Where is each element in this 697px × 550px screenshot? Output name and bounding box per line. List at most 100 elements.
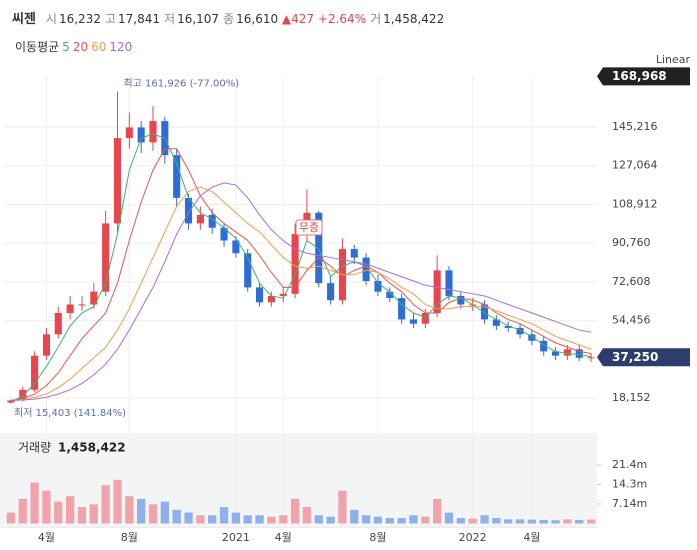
candle-body: [184, 197, 193, 224]
candle-body: [279, 293, 287, 296]
volume-title: 거래량: [18, 441, 51, 455]
event-box: [295, 219, 323, 236]
volume-bar: [77, 507, 87, 524]
candle-body: [575, 349, 583, 358]
candle-body: [125, 127, 133, 139]
volume-bar: [302, 507, 312, 524]
volume-bar: [160, 501, 169, 524]
candle-body: [42, 334, 50, 356]
price-badge: [597, 67, 690, 86]
candle-body: [421, 313, 429, 324]
volume-bar: [279, 515, 288, 524]
volume-bar: [314, 515, 323, 524]
candle-body: [374, 281, 382, 292]
ma-line: [10, 133, 592, 402]
volume-bar: [290, 498, 300, 524]
volume-bar: [515, 519, 525, 524]
field-label: 시: [45, 12, 57, 26]
volume-bar: [504, 519, 513, 524]
volume-bar: [113, 479, 122, 524]
y-tick-label: 18,152: [612, 391, 651, 404]
volume-bar: [18, 498, 27, 524]
volume-bar: [326, 516, 335, 524]
candle-body: [78, 304, 86, 306]
fields: 시 16,232 고 17,841 저 16,107 종 16,610: [42, 12, 278, 26]
y-tick-label: 145,216: [612, 120, 658, 133]
volume-bar: [444, 512, 454, 524]
y-tick-label: 54,456: [612, 314, 651, 327]
candle-body: [244, 253, 252, 288]
volume-bar: [492, 518, 501, 524]
volume-bar: [575, 519, 584, 524]
candle-body: [19, 389, 27, 401]
volume-bar: [468, 518, 477, 524]
volume-bar: [397, 518, 406, 524]
volume-bar: [255, 515, 264, 524]
candle-body: [480, 304, 489, 320]
candle-body: [66, 304, 74, 314]
volume: 1,458,422: [383, 12, 445, 26]
y-tick-label: 108,912: [612, 197, 658, 210]
volume-bar: [551, 520, 560, 524]
price-badge: [597, 348, 690, 367]
candle-body: [196, 214, 204, 224]
ma-line: [10, 182, 592, 401]
volume-bar: [267, 516, 276, 524]
volume-bar: [89, 504, 98, 524]
candle-body: [149, 121, 157, 143]
candle-body: [315, 212, 323, 284]
candle-body: [433, 270, 441, 314]
volume-bar: [421, 516, 430, 524]
field-value: 16,232: [58, 12, 101, 26]
candle-body: [445, 270, 453, 296]
x-tick-label: 4월: [38, 531, 55, 544]
ma-title: 이동평균: [15, 40, 60, 54]
stock-name: 씨젠: [12, 12, 36, 27]
volume-bar: [373, 516, 383, 524]
volume-value: 1,458,422: [58, 441, 126, 455]
volume-tick-label: 14.3m: [612, 477, 647, 490]
volume-bar: [101, 485, 110, 524]
high-annotation: 최고 161,926 (-77.00%): [123, 77, 239, 89]
candle-body: [173, 155, 181, 198]
volume-bar: [338, 490, 347, 524]
volume-bar: [480, 515, 489, 524]
price-badge-label: 37,250: [612, 350, 658, 364]
candle-body: [386, 291, 394, 299]
candle-body: [220, 227, 228, 241]
candle-body: [492, 319, 500, 326]
volume-bar: [586, 519, 596, 524]
candle-body: [232, 240, 240, 254]
candle-body: [350, 249, 358, 258]
volume-tick-label: 7.14m: [612, 497, 647, 510]
candle-body: [409, 319, 418, 324]
legend-entry: 60: [91, 40, 107, 54]
candle-body: [31, 355, 39, 390]
scale-label: Linear: [656, 53, 691, 66]
volume-bar: [350, 509, 359, 524]
event-annotation: 무증: [299, 221, 319, 234]
legend-entry: 5: [62, 40, 70, 54]
y-tick-label: 90,760: [612, 236, 651, 249]
volume-bar: [208, 515, 217, 524]
volume-bar: [219, 507, 229, 524]
x-tick-label: 4월: [523, 531, 540, 544]
volume-bar: [125, 496, 134, 524]
legend-entry: 120: [109, 40, 133, 54]
change: 427: [291, 12, 315, 26]
volume-label: 거: [370, 12, 382, 26]
volume-bar: [527, 519, 537, 524]
field-label: 종: [223, 12, 235, 26]
volume-bar: [433, 498, 442, 524]
volume-bar: [361, 515, 371, 524]
field-label: 저: [164, 12, 176, 26]
volume-bar: [243, 515, 252, 524]
candle-body: [267, 295, 275, 303]
candle-body: [552, 351, 560, 356]
candle-body: [256, 287, 264, 303]
ma-line: [10, 186, 592, 401]
volume-bar: [184, 512, 193, 524]
candle-body: [528, 334, 536, 341]
low-annotation: 최저 15,403 (141.84%): [14, 407, 126, 419]
